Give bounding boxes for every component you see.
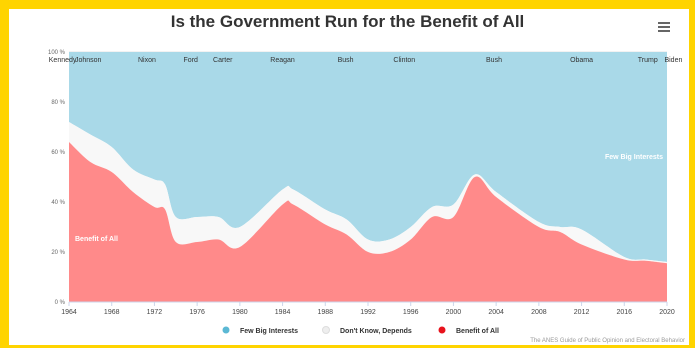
x-tick-label: 2000	[446, 309, 462, 316]
x-tick-label: 2020	[659, 309, 675, 316]
president-label: Kennedy	[49, 57, 77, 64]
x-tick-label: 1964	[61, 309, 77, 316]
legend-item-dont-know-marker[interactable]	[322, 326, 330, 334]
president-label: Trump	[638, 57, 658, 64]
y-tick-label: 80 %	[51, 100, 65, 106]
x-tick-label: 2008	[531, 309, 547, 316]
y-tick-label: 40 %	[51, 200, 65, 206]
source-credit: The ANES Guide of Public Opinion and Ele…	[530, 338, 685, 344]
president-label: Ford	[184, 57, 199, 64]
menu-line	[658, 30, 670, 32]
president-label: Reagan	[270, 57, 295, 64]
menu-line	[658, 26, 670, 28]
president-label: Carter	[213, 57, 233, 64]
president-label: Johnson	[75, 57, 102, 64]
y-tick-label: 60 %	[51, 150, 65, 156]
legend-item-few-big-interests-marker[interactable]	[222, 326, 230, 334]
x-tick-label: 1976	[189, 309, 205, 316]
chart-title: Is the Government Run for the Benefit of…	[170, 12, 525, 31]
area-benefit-of-all	[69, 142, 667, 302]
hamburger-menu-icon[interactable]	[658, 22, 672, 34]
y-tick-label: 100 %	[48, 50, 66, 56]
series-label-benefit-of-all: Benefit of All	[75, 236, 118, 243]
y-tick-label: 0 %	[55, 300, 66, 306]
x-tick-label: 1972	[147, 309, 163, 316]
x-tick-label: 1980	[232, 309, 248, 316]
x-tick-label: 1988	[317, 309, 333, 316]
legend-item-benefit-of-all-marker[interactable]	[438, 326, 446, 334]
area-few-big-interests	[69, 52, 667, 262]
x-tick-label: 2004	[488, 309, 504, 316]
legend-item-benefit-of-all[interactable]: Benefit of All	[456, 328, 499, 335]
president-label: Bush	[486, 57, 502, 64]
x-tick-label: 1996	[403, 309, 419, 316]
president-label: Nixon	[138, 57, 156, 64]
series-label-few-big-interests: Few Big Interests	[605, 154, 663, 161]
x-tick-label: 2012	[574, 309, 590, 316]
y-tick-label: 20 %	[51, 250, 65, 256]
legend-item-dont-know[interactable]: Don't Know, Depends	[340, 328, 412, 335]
x-tick-label: 2016	[616, 309, 632, 316]
x-tick-label: 1984	[275, 309, 291, 316]
president-label: Biden	[664, 57, 682, 64]
president-label: Bush	[338, 57, 354, 64]
menu-line	[658, 22, 670, 24]
legend-item-few-big-interests[interactable]: Few Big Interests	[240, 328, 298, 335]
president-label: Clinton	[393, 57, 415, 64]
x-tick-label: 1992	[360, 309, 376, 316]
president-label: Obama	[570, 57, 593, 64]
area-dont-know-depends	[69, 122, 667, 264]
x-tick-label: 1968	[104, 309, 120, 316]
